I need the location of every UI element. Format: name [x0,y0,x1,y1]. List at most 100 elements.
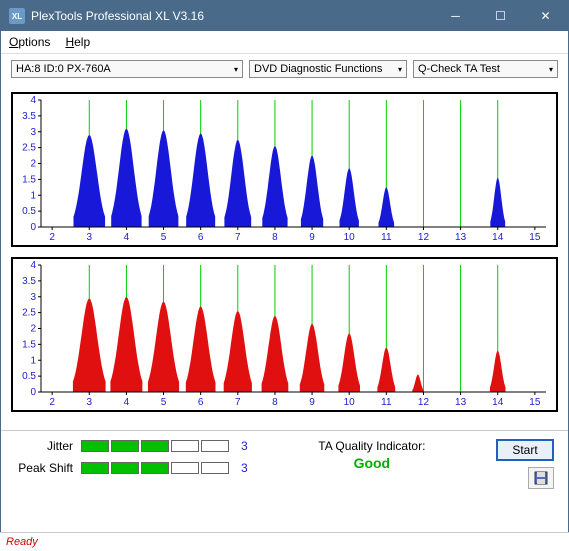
svg-text:3: 3 [86,232,92,243]
metric-box [81,440,109,452]
chart-bottom-panel: 0 0.5 1 1.5 2 2.5 3 3.5 4 2 3 4 5 6 7 8 9 10 11 12 13 14 15 [11,257,558,412]
device-dropdown[interactable]: HA:8 ID:0 PX-760A ▾ [11,60,243,78]
svg-text:2: 2 [30,324,36,335]
ta-value: Good [354,455,391,471]
svg-text:8: 8 [272,232,278,243]
floppy-icon [534,471,548,485]
titlebar: XL PlexTools Professional XL V3.16 ─ ☐ ✕ [1,1,568,31]
metric-box [201,440,229,452]
svg-text:1: 1 [30,355,36,366]
svg-text:3.5: 3.5 [22,276,36,287]
jitter-boxes [81,440,229,452]
device-dropdown-value: HA:8 ID:0 PX-760A [16,63,111,75]
app-icon: XL [9,8,25,24]
svg-text:6: 6 [198,397,204,408]
peakshift-label: Peak Shift [15,461,73,475]
svg-text:7: 7 [235,397,241,408]
menubar: Options Help [1,31,568,54]
svg-text:7: 7 [235,232,241,243]
dropdown-row: HA:8 ID:0 PX-760A ▾ DVD Diagnostic Funct… [1,54,568,84]
statusbar: Ready [0,532,569,551]
svg-text:1.5: 1.5 [22,339,36,350]
metric-box [171,462,199,474]
bottom-area: Jitter 3 Peak Shift 3 TA Quality Indicat… [1,431,568,493]
chart-top: 0 0.5 1 1.5 2 2.5 3 3.5 4 2 3 4 5 6 7 8 9 10 11 12 13 14 15 [13,94,554,245]
svg-text:12: 12 [418,232,430,243]
svg-text:4: 4 [124,397,130,408]
chevron-down-icon: ▾ [549,65,553,74]
svg-text:5: 5 [161,232,167,243]
peakshift-value: 3 [241,461,248,475]
svg-text:3: 3 [30,292,36,303]
svg-text:1.5: 1.5 [22,174,36,185]
svg-text:11: 11 [381,232,392,243]
start-button[interactable]: Start [496,439,554,461]
save-icon-button[interactable] [528,467,554,489]
maximize-button[interactable]: ☐ [478,1,523,31]
charts-container: 00.511.522.533.5423456789101112131415 00… [1,84,568,426]
menu-help[interactable]: Help [65,35,90,49]
svg-text:4: 4 [124,232,130,243]
metric-box [141,440,169,452]
svg-text:3.5: 3.5 [22,111,36,122]
jitter-value: 3 [241,439,248,453]
svg-text:10: 10 [344,397,356,408]
ta-indicator: TA Quality Indicator: Good [260,439,484,471]
minimize-button[interactable]: ─ [433,1,478,31]
svg-text:8: 8 [272,397,278,408]
svg-text:2: 2 [49,397,55,408]
menu-options[interactable]: Options [9,35,50,49]
chart-bottom: 0 0.5 1 1.5 2 2.5 3 3.5 4 2 3 4 5 6 7 8 9 10 11 12 13 14 15 [13,259,554,410]
peakshift-boxes [81,462,229,474]
svg-text:1: 1 [30,190,36,201]
svg-text:2.5: 2.5 [22,308,36,319]
metric-box [141,462,169,474]
svg-text:15: 15 [529,232,541,243]
svg-text:13: 13 [455,397,467,408]
svg-text:0: 0 [30,222,36,233]
chart-top-panel: 0 0.5 1 1.5 2 2.5 3 3.5 4 2 3 4 5 6 7 8 9 10 11 12 13 14 15 [11,92,558,247]
metric-box [81,462,109,474]
jitter-label: Jitter [15,439,73,453]
status-text: Ready [6,536,38,548]
window-title: PlexTools Professional XL V3.16 [31,9,433,23]
metric-box [111,462,139,474]
jitter-row: Jitter 3 [15,439,248,453]
svg-text:5: 5 [161,397,167,408]
svg-text:2: 2 [49,232,55,243]
button-column: Start [496,439,554,489]
svg-text:6: 6 [198,232,204,243]
metric-box [111,440,139,452]
svg-text:3: 3 [30,127,36,138]
svg-text:9: 9 [309,232,315,243]
svg-text:0: 0 [30,387,36,398]
peakshift-row: Peak Shift 3 [15,461,248,475]
svg-text:0.5: 0.5 [22,371,36,382]
svg-text:11: 11 [381,397,392,408]
svg-text:4: 4 [30,95,36,106]
svg-text:2.5: 2.5 [22,143,36,154]
metric-box [171,440,199,452]
function-dropdown-value: DVD Diagnostic Functions [254,63,382,75]
function-dropdown[interactable]: DVD Diagnostic Functions ▾ [249,60,407,78]
test-dropdown-value: Q-Check TA Test [418,63,500,75]
svg-text:14: 14 [492,232,504,243]
chevron-down-icon: ▾ [398,65,402,74]
svg-text:13: 13 [455,232,467,243]
chevron-down-icon: ▾ [234,65,238,74]
svg-text:0.5: 0.5 [22,206,36,217]
test-dropdown[interactable]: Q-Check TA Test ▾ [413,60,558,78]
svg-text:4: 4 [30,260,36,271]
metric-box [201,462,229,474]
svg-text:10: 10 [344,232,356,243]
svg-text:9: 9 [309,397,315,408]
ta-label: TA Quality Indicator: [318,439,425,453]
svg-text:12: 12 [418,397,430,408]
svg-text:3: 3 [86,397,92,408]
svg-text:2: 2 [30,159,36,170]
metrics: Jitter 3 Peak Shift 3 [15,439,248,475]
svg-text:15: 15 [529,397,541,408]
close-button[interactable]: ✕ [523,1,568,31]
svg-text:14: 14 [492,397,504,408]
window-buttons: ─ ☐ ✕ [433,1,568,31]
